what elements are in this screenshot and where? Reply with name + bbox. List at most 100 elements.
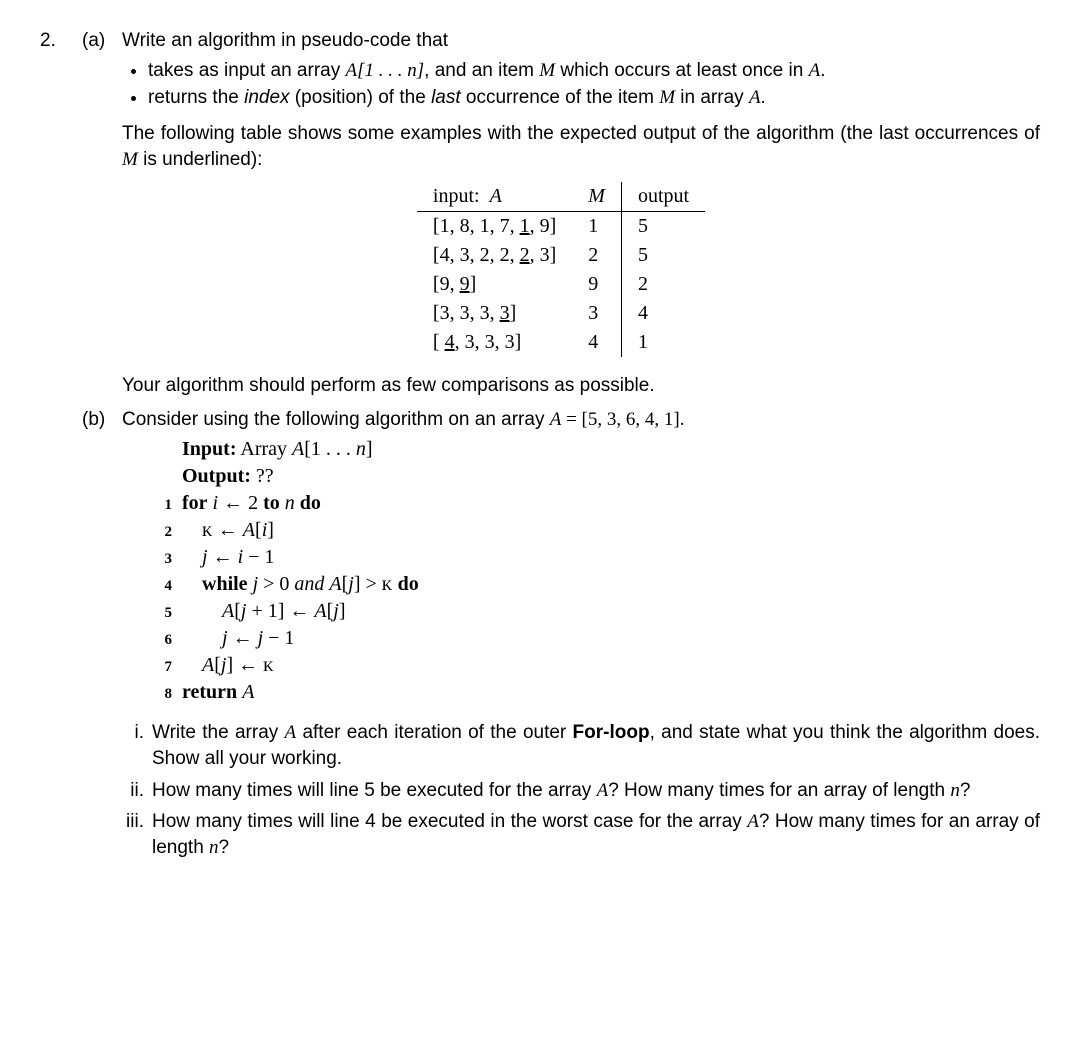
line-num: 1: [150, 495, 172, 515]
sub-i: i. Write the array A after each iteratio…: [122, 720, 1040, 771]
code: A[j] ← ᴋ: [182, 652, 274, 679]
col-output: output: [621, 182, 705, 212]
em: index: [244, 87, 289, 108]
algo-line: 1 for i ← 2 to n do: [150, 490, 1040, 517]
txt: after each iteration of the outer: [296, 722, 572, 743]
question-body: (a) Write an algorithm in pseudo-code th…: [82, 28, 1040, 861]
cell-M: 9: [572, 270, 621, 299]
txt: Write the array: [152, 722, 285, 743]
cell-M: 4: [572, 328, 621, 357]
txt: is underlined):: [138, 149, 263, 170]
algo-input: Input: Array A[1 . . . n]: [150, 436, 1040, 463]
txt: The following table shows some examples …: [122, 123, 1040, 144]
code: A[j + 1] ← A[j]: [182, 598, 346, 625]
math: A: [747, 811, 759, 832]
cell-M: 3: [572, 299, 621, 328]
algo-line: 2 ᴋ ← A[i]: [150, 517, 1040, 544]
txt: .: [761, 87, 766, 108]
roman-ii: ii.: [122, 778, 152, 804]
table-row: [3, 3, 3, 3]34: [417, 299, 705, 328]
col-M: M: [572, 182, 621, 212]
algo-line: 8return A: [150, 679, 1040, 706]
txt: in array: [675, 87, 749, 108]
cell-M: 1: [572, 212, 621, 242]
txt: .: [820, 60, 825, 81]
cell-output: 1: [621, 328, 705, 357]
txt: Array A[1 . . . n]: [236, 438, 372, 460]
cell-A: [1, 8, 1, 7, 1, 9]: [417, 212, 572, 242]
cell-output: 5: [621, 212, 705, 242]
line-num: 5: [150, 603, 172, 623]
txt: ? How many times for an array of length: [608, 780, 950, 801]
code: Input: Array A[1 . . . n]: [182, 436, 373, 463]
math: A: [809, 60, 821, 81]
cell-A: [4, 3, 2, 2, 2, 3]: [417, 241, 572, 270]
algo-line: 3 j ← i − 1: [150, 544, 1040, 571]
math: M: [539, 60, 555, 81]
table-row: [9, 9]92: [417, 270, 705, 299]
part-a-body: Write an algorithm in pseudo-code that t…: [122, 28, 1040, 121]
question-block: 2. (a) Write an algorithm in pseudo-code…: [40, 28, 1040, 861]
code: while j > 0 and A[j] > ᴋ do: [182, 571, 419, 598]
math: M: [659, 87, 675, 108]
part-a: (a) Write an algorithm in pseudo-code th…: [82, 28, 1040, 121]
math: A: [749, 87, 761, 108]
sub-iii-text: How many times will line 4 be executed i…: [152, 809, 1040, 860]
algo-output: Output: ??: [150, 463, 1040, 490]
bullet-1: takes as input an array A[1 . . . n], an…: [148, 58, 1040, 84]
code: j ← i − 1: [182, 544, 274, 571]
col-input-label: input: A: [417, 182, 572, 212]
txt: (position) of the: [290, 87, 432, 108]
cell-A: [9, 9]: [417, 270, 572, 299]
question-number: 2.: [40, 28, 82, 861]
math: n: [950, 780, 960, 801]
txt: , and an item: [424, 60, 539, 81]
table-row: [ 4, 3, 3, 3]41: [417, 328, 705, 357]
math: M: [122, 149, 138, 170]
part-a-bullets: takes as input an array A[1 . . . n], an…: [122, 58, 1040, 111]
line-num: 3: [150, 549, 172, 569]
label: Output:: [182, 465, 251, 487]
sub-ii-text: How many times will line 5 be executed f…: [152, 778, 1040, 804]
algo-line: 4 while j > 0 and A[j] > ᴋ do: [150, 571, 1040, 598]
algorithm-block: Input: Array A[1 . . . n] Output: ?? 1 fo…: [150, 436, 1040, 706]
examples-table: input: A M output [1, 8, 1, 7, 1, 9]15[4…: [417, 182, 705, 357]
code: for i ← 2 to n do: [182, 490, 321, 517]
math: A: [550, 409, 562, 430]
label: Input:: [182, 438, 236, 460]
txt: How many times will line 4 be executed i…: [152, 811, 747, 832]
cell-A: [3, 3, 3, 3]: [417, 299, 572, 328]
txt: which occurs at least once in: [555, 60, 808, 81]
line-num: 2: [150, 522, 172, 542]
algo-line: 5 A[j + 1] ← A[j]: [150, 598, 1040, 625]
line-num: 6: [150, 630, 172, 650]
part-b-body: Consider using the following algorithm o…: [122, 407, 1040, 861]
cell-output: 2: [621, 270, 705, 299]
part-a-intro: Write an algorithm in pseudo-code that: [122, 28, 1040, 54]
txt: takes as input an array: [148, 60, 346, 81]
cell-A: [ 4, 3, 3, 3]: [417, 328, 572, 357]
txt: How many times will line 5 be executed f…: [152, 780, 597, 801]
table-intro: The following table shows some examples …: [122, 121, 1040, 172]
txt: returns the: [148, 87, 244, 108]
txt: Consider using the following algorithm o…: [122, 409, 550, 430]
txt: ?: [960, 780, 971, 801]
math: = [5, 3, 6, 4, 1].: [561, 409, 684, 430]
math: n: [209, 837, 219, 858]
line-num: 4: [150, 576, 172, 596]
bold: For-loop: [573, 722, 650, 743]
math: A: [490, 185, 502, 207]
sub-i-text: Write the array A after each iteration o…: [152, 720, 1040, 771]
sub-iii: iii. How many times will line 4 be execu…: [122, 809, 1040, 860]
part-b-intro: Consider using the following algorithm o…: [122, 407, 1040, 433]
math: A[1 . . . n]: [346, 60, 425, 81]
table-row: [4, 3, 2, 2, 2, 3]25: [417, 241, 705, 270]
part-b-label: (b): [82, 407, 122, 861]
txt: ?: [219, 837, 230, 858]
roman-i: i.: [122, 720, 152, 771]
math: A: [285, 722, 297, 743]
part-b: (b) Consider using the following algorit…: [82, 407, 1040, 861]
algo-line: 7 A[j] ← ᴋ: [150, 652, 1040, 679]
line-num: 8: [150, 684, 172, 704]
bullet-2: returns the index (position) of the last…: [148, 85, 1040, 111]
